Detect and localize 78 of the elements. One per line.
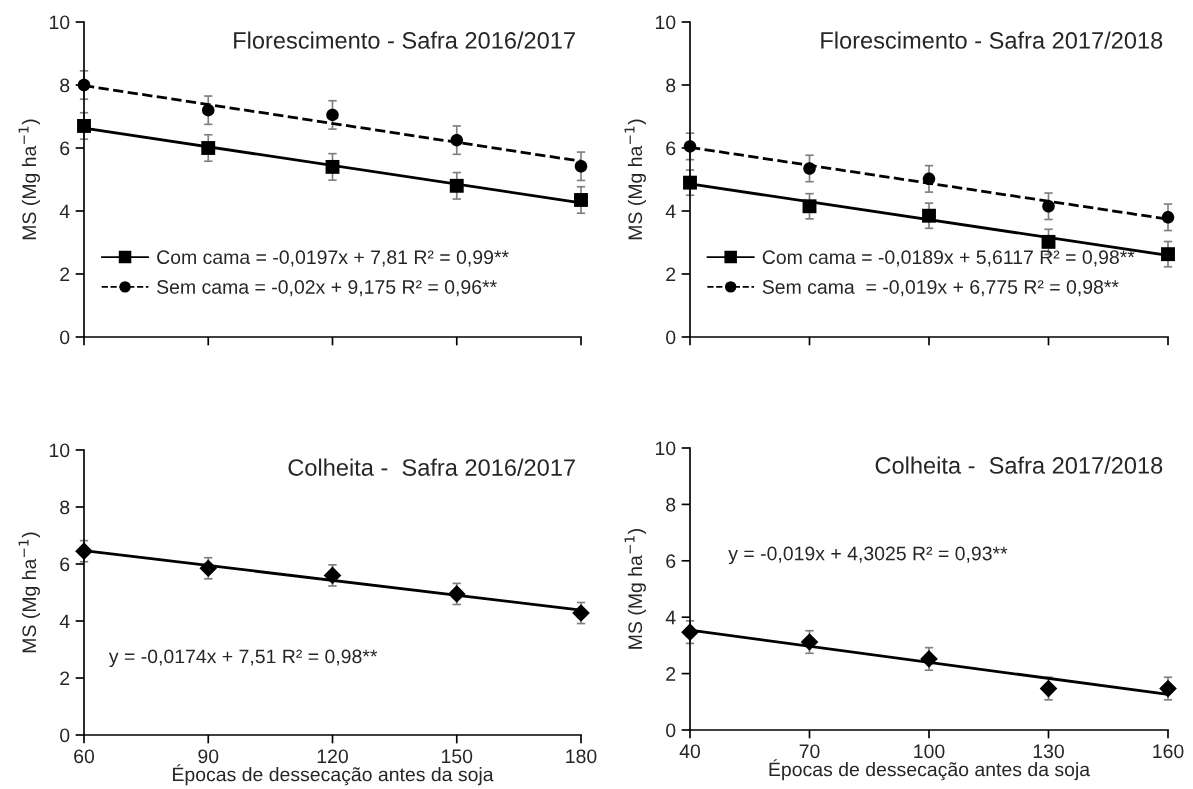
point (574, 160, 588, 173)
x-tick-label: 100 (914, 744, 945, 759)
y-axis-title: MS (Mg ha$^{−1}$) (18, 119, 40, 240)
y-tick-label: 8 (60, 78, 70, 93)
x-tick-label: 90 (198, 749, 219, 764)
y-tick-label: 2 (60, 671, 70, 686)
x-tick-label: 120 (317, 749, 348, 764)
y-tick-label: 2 (666, 667, 676, 681)
y-tick-label: 6 (60, 141, 70, 156)
y-tick-label: 4 (665, 204, 676, 219)
y-tick-label: 0 (666, 330, 676, 345)
annotation: y = -0,019x + 4,3025 R² = 0,93** (728, 546, 1008, 565)
y-tick-label: 8 (60, 500, 70, 515)
point (574, 193, 588, 207)
point (920, 650, 938, 668)
y-tick-label: 4 (59, 204, 70, 219)
point (1042, 200, 1055, 213)
y-tick-label: 8 (666, 78, 676, 93)
y-axis-title: MS (Mg ha$^{−1}$) (624, 119, 646, 240)
point (683, 175, 697, 190)
x-tick-label: 60 (74, 749, 95, 764)
point (681, 623, 699, 641)
y-tick-label: 6 (60, 557, 70, 572)
x-tick-label: 40 (679, 744, 701, 759)
point (449, 178, 464, 193)
legend-label: Sem cama = -0,019x + 6,775 R² = 0,98** (762, 280, 1119, 297)
point (77, 119, 91, 133)
legend-label: Com cama = -0,0189x + 5,6117 R² = 0,98** (762, 250, 1135, 267)
y-tick-label: 2 (60, 267, 70, 282)
legend-label: Com cama = -0,0197x + 7,81 R² = 0,99** (157, 250, 509, 267)
point (450, 133, 463, 147)
chart-title: Florescimento - Safra 2017/2018 (821, 31, 1163, 49)
y-tick-label: 2 (666, 267, 676, 282)
point (800, 633, 819, 651)
point (77, 78, 91, 92)
y-tick-label: 10 (655, 441, 676, 456)
point (202, 103, 215, 117)
x-axis-title: Épocas de dessecação antes da soja (173, 764, 494, 786)
y-tick-label: 8 (666, 497, 676, 512)
legend-label: Sem cama = -0,02x + 9,175 R² = 0,96** (157, 280, 497, 297)
point (75, 542, 93, 561)
y-tick-label: 6 (666, 554, 676, 569)
x-tick-label: 130 (1033, 744, 1064, 759)
y-tick-label: 0 (60, 330, 70, 345)
x-tick-label: 180 (566, 749, 597, 764)
y-axis-title: MS (Mg ha$^{−1}$) (624, 529, 646, 649)
point (325, 159, 340, 174)
y-tick-label: 0 (60, 728, 70, 743)
y-tick-label: 10 (49, 443, 70, 458)
annotation: y = -0,0174x + 7,51 R² = 0,98** (108, 649, 378, 668)
point (323, 566, 342, 585)
x-tick-label: 160 (1153, 744, 1184, 759)
chart-title: Colheita - Safra 2016/2017 (288, 458, 575, 476)
chart-title: Florescimento - Safra 2016/2017 (234, 31, 575, 49)
point (922, 172, 936, 186)
chart-title: Colheita - Safra 2017/2018 (875, 456, 1163, 474)
y-tick-label: 4 (665, 610, 676, 625)
point (326, 108, 339, 122)
x-tick-label: 150 (442, 749, 473, 764)
y-tick-label: 0 (666, 723, 676, 738)
y-axis-title: MS (Mg ha$^{−1}$) (18, 532, 40, 653)
point (1039, 679, 1058, 698)
point (683, 140, 697, 153)
point (1161, 247, 1175, 262)
point (922, 208, 936, 223)
y-tick-label: 10 (49, 15, 70, 30)
point (201, 141, 216, 155)
point (199, 559, 218, 578)
point (803, 162, 816, 175)
point (802, 199, 817, 214)
point (1041, 234, 1056, 249)
x-axis-title: Épocas de dessecação antes da soja (769, 759, 1091, 781)
y-tick-label: 10 (655, 15, 676, 30)
point (447, 585, 466, 603)
y-tick-label: 4 (59, 614, 70, 629)
x-tick-label: 70 (799, 744, 820, 759)
point (1161, 211, 1175, 224)
y-tick-label: 6 (666, 141, 676, 156)
